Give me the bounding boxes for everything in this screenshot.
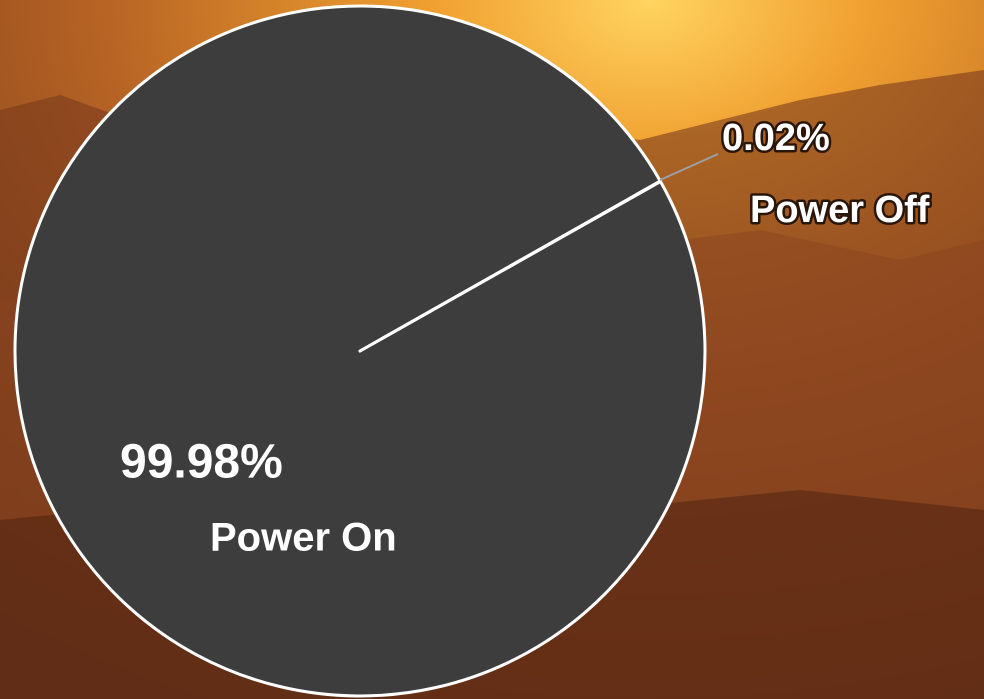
slice-value-label: 99.98% bbox=[120, 436, 283, 489]
slice-label: Power On bbox=[210, 516, 397, 560]
slice-label: Power Off bbox=[750, 189, 930, 231]
slice-value-label: 0.02% bbox=[722, 117, 830, 159]
leader-line bbox=[659, 153, 719, 181]
pie-slice bbox=[358, 179, 662, 353]
